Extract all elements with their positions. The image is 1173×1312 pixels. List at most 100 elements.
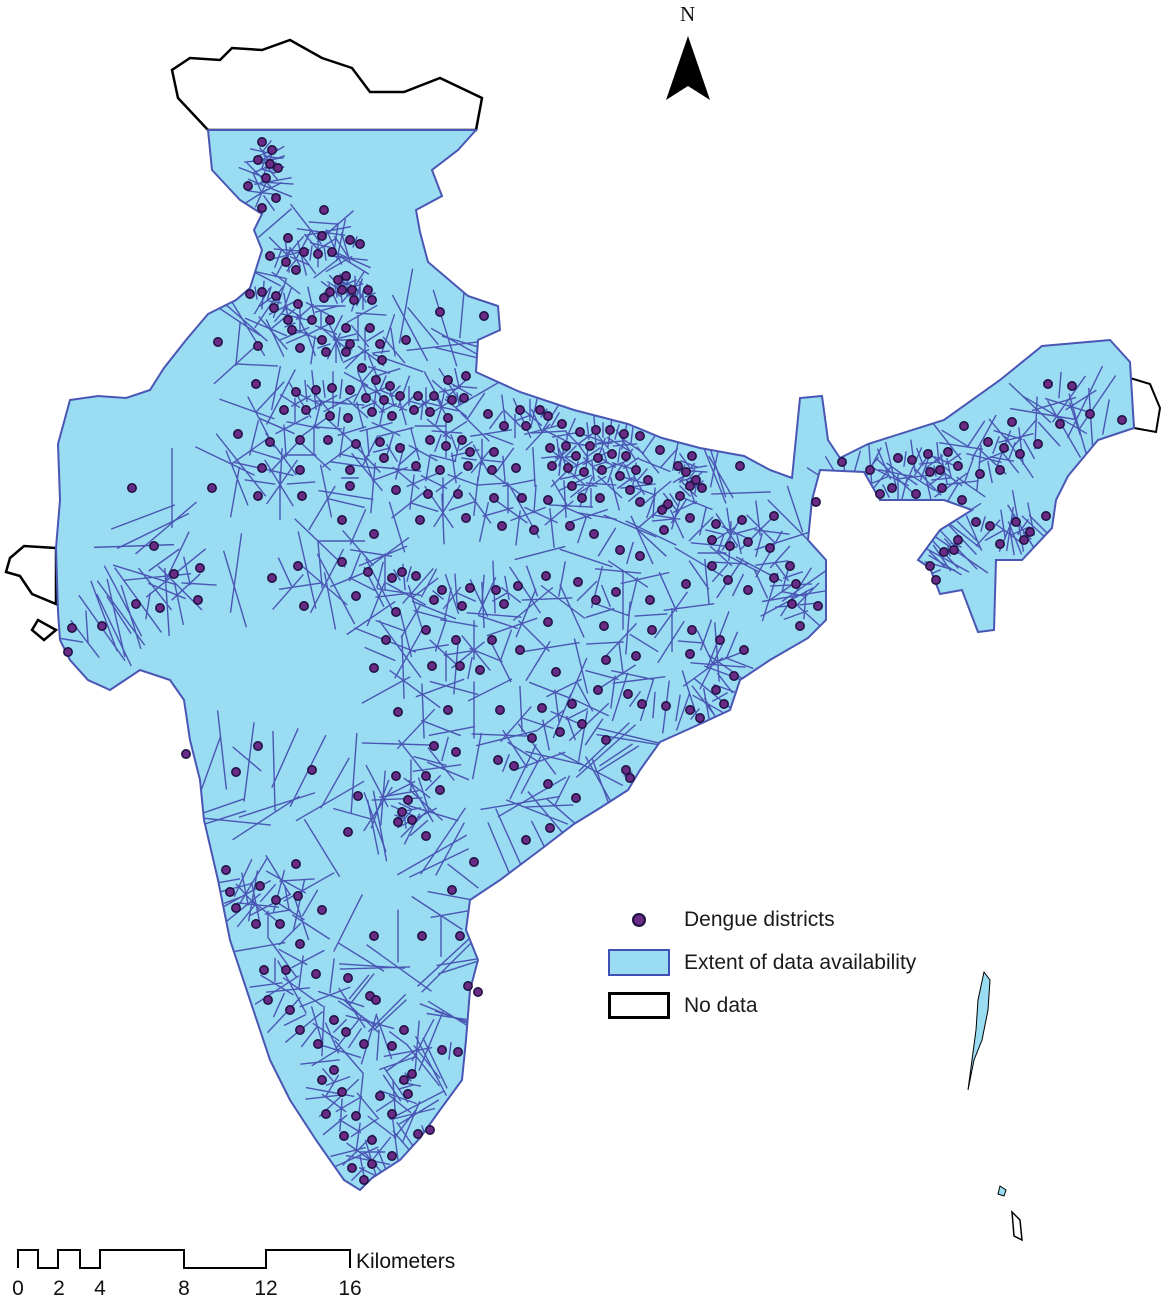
district-boundary-line [679, 460, 699, 468]
district-boundary-line [504, 575, 510, 601]
district-boundary-line [389, 1090, 445, 1120]
district-boundary-line [445, 379, 467, 399]
district-boundary-line [407, 306, 439, 346]
dengue-district-point [413, 1129, 423, 1139]
dengue-district-point [483, 409, 493, 419]
dengue-district-point [765, 543, 775, 553]
district-boundary-line [645, 493, 657, 519]
district-boundary-line [599, 743, 633, 767]
dengue-district-point [435, 307, 445, 317]
dengue-district-point [293, 891, 303, 901]
district-boundary-line [321, 1005, 325, 1057]
dengue-district-point [345, 481, 355, 491]
district-boundary-line [710, 561, 748, 565]
district-boundary-line [171, 573, 201, 601]
district-boundary-line [359, 421, 393, 433]
district-boundary-line [386, 1048, 418, 1072]
district-boundary-line [443, 650, 473, 656]
district-boundary-line [1022, 395, 1088, 435]
district-boundary-line [421, 683, 425, 739]
district-boundary-line [310, 335, 316, 365]
dengue-district-point [959, 421, 969, 431]
district-boundary-line [1068, 402, 1082, 436]
dengue-district-point [67, 623, 77, 633]
district-boundary-line [232, 795, 300, 841]
district-boundary-line [716, 672, 734, 694]
district-boundary-line [432, 590, 444, 600]
dengue-district-point [719, 699, 729, 709]
district-boundary-line [200, 735, 222, 791]
dengue-district-point [567, 699, 577, 709]
district-boundary-line [553, 775, 571, 807]
district-boundary-line [477, 482, 509, 486]
district-boundary-line [301, 889, 319, 917]
district-boundary-line [286, 260, 296, 272]
dengue-district-point [295, 939, 305, 949]
dengue-district-point [397, 807, 407, 817]
district-boundary-line [769, 545, 791, 569]
district-boundary-line [392, 466, 420, 490]
district-boundary-line [424, 774, 442, 792]
dengue-district-point [423, 489, 433, 499]
district-boundary-line [411, 600, 457, 620]
district-boundary-line [554, 689, 560, 723]
district-boundary-line [334, 1040, 364, 1074]
district-boundary-line [460, 412, 490, 442]
dengue-district-point [263, 995, 273, 1005]
district-boundary-line [269, 439, 301, 473]
dengue-district-point [681, 579, 691, 589]
district-boundary-line [454, 367, 460, 389]
district-boundary-line [308, 221, 338, 225]
district-boundary-line [322, 380, 326, 398]
dengue-district-point [421, 771, 431, 781]
district-boundary-line [236, 904, 256, 928]
dengue-district-point [1055, 419, 1065, 429]
district-boundary-line [329, 461, 377, 469]
dengue-district-point [621, 451, 631, 461]
district-boundary-line [1066, 365, 1104, 439]
district-boundary-line [487, 822, 513, 880]
district-boundary-line [290, 203, 322, 245]
district-boundary-line [429, 454, 457, 462]
dengue-district-point [659, 525, 669, 535]
district-boundary-line [414, 1035, 448, 1097]
district-boundary-line [316, 553, 356, 625]
district-boundary-line [612, 676, 666, 684]
dengue-district-point [685, 481, 695, 491]
dengue-district-point [283, 233, 293, 243]
dengue-district-point [631, 651, 641, 661]
dengue-district-point [293, 299, 303, 309]
dengue-district-point [453, 1047, 463, 1057]
district-boundary-line [317, 237, 337, 251]
dengue-district-point [543, 495, 553, 505]
district-boundary-line [406, 472, 438, 488]
dengue-district-point [375, 437, 385, 447]
district-boundary-line [288, 246, 302, 268]
dengue-district-point [1007, 417, 1017, 427]
district-boundary-line [333, 235, 349, 257]
district-boundary-line [519, 685, 523, 733]
district-boundary-line [396, 834, 468, 876]
scale-tick-16: 16 [338, 1277, 362, 1300]
dengue-district-point [447, 885, 457, 895]
district-boundary-line [675, 693, 691, 731]
district-boundary-line [405, 1043, 441, 1087]
district-boundary-line [559, 584, 585, 638]
dengue-district-point [429, 741, 439, 751]
dengue-district-point [601, 735, 611, 745]
district-boundary-line [379, 1055, 417, 1071]
district-boundary-line [988, 418, 1012, 446]
dengue-district-point [429, 595, 439, 605]
dengue-district-point [567, 481, 577, 491]
district-boundary-line [350, 1118, 378, 1138]
data-extent-mainland [54, 129, 1136, 1192]
district-boundary-line [635, 467, 649, 483]
scale-bar: 0 2 4 8 12 16 Kilometers [0, 1236, 480, 1306]
district-boundary-line [352, 384, 364, 404]
district-boundary-line [360, 1013, 378, 1065]
dengue-district-point [675, 491, 685, 501]
district-boundary-line [320, 757, 350, 809]
dengue-district-point [345, 385, 355, 395]
dengue-district-point [1025, 527, 1035, 537]
